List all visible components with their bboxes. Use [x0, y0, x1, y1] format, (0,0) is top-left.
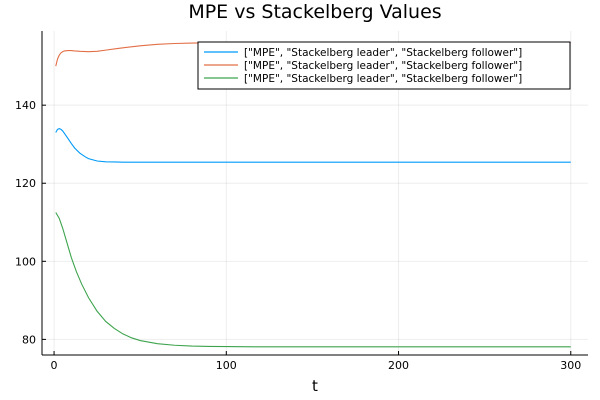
- legend-label: ["MPE", "Stackelberg leader", "Stackelbe…: [244, 47, 522, 59]
- legend-box: [197, 41, 571, 90]
- y-tick-label: 80: [22, 333, 36, 346]
- legend-label: ["MPE", "Stackelberg leader", "Stackelbe…: [244, 60, 522, 72]
- y-tick-label: 120: [15, 177, 36, 190]
- series-line-1: [55, 127, 571, 163]
- legend: ["MPE", "Stackelberg leader", "Stackelbe…: [197, 41, 571, 90]
- y-tick-label: 140: [15, 99, 36, 112]
- x-tick-label: 300: [560, 359, 581, 372]
- x-tick-label: 200: [388, 359, 409, 372]
- legend-label: ["MPE", "Stackelberg leader", "Stackelbe…: [244, 73, 522, 85]
- y-tick-label: 100: [15, 255, 36, 268]
- series-line-3: [55, 212, 571, 348]
- x-axis-label: t: [312, 377, 318, 395]
- x-tick-label: 0: [51, 359, 58, 372]
- chart-title: MPE vs Stackelberg Values: [188, 1, 441, 23]
- x-tick-label: 100: [216, 359, 237, 372]
- axes: 0 100 200 300 80 100 120 140: [15, 31, 588, 372]
